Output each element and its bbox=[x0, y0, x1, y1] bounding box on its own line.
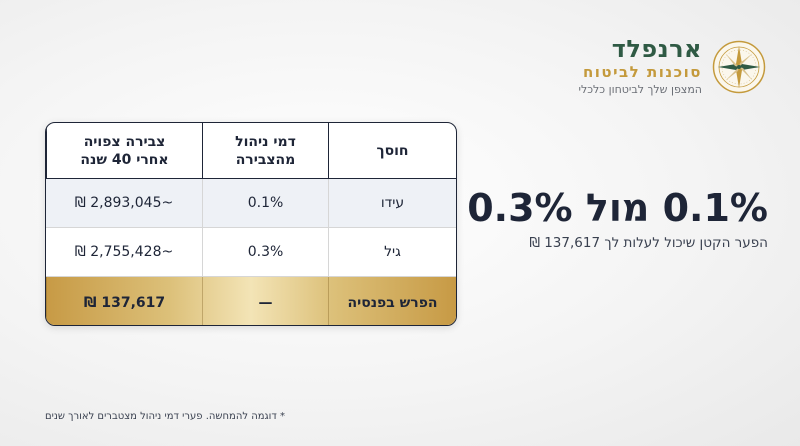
headline-subtitle: הפער הקטן שיכול לעלות לך 137,617 ₪ bbox=[529, 235, 768, 251]
table-row: עידו 0.1% ~2,893,045 ₪ bbox=[46, 179, 456, 228]
brand-tagline: המצפן שלך לביטחון כלכלי bbox=[578, 83, 702, 96]
cell-projected: ~2,755,428 ₪ bbox=[74, 244, 174, 260]
table-row: גיל 0.3% ~2,755,428 ₪ bbox=[46, 228, 456, 277]
cell-fees: 0.1% bbox=[202, 179, 328, 227]
cell-fees: 0.3% bbox=[202, 228, 328, 276]
table-total-row: הפרש בפנסיה — 137,617 ₪ bbox=[46, 277, 456, 325]
headline-block: 0.1% מול 0.3% הפער הקטן שיכול לעלות לך 1… bbox=[467, 185, 768, 251]
compass-icon bbox=[712, 40, 766, 94]
table-header-row: חוסך דמי ניהול מהצבירה צבירה צפויה אחרי 40… bbox=[46, 123, 456, 179]
header-fees-label: דמי ניהול מהצבירה bbox=[235, 133, 296, 168]
cell-saver: גיל bbox=[328, 228, 456, 276]
total-fees: — bbox=[202, 277, 328, 325]
comparison-table: חוסך דמי ניהול מהצבירה צבירה צפויה אחרי 40… bbox=[45, 122, 457, 326]
headline-title: 0.1% מול 0.3% bbox=[467, 186, 768, 230]
header-saver: חוסך bbox=[328, 123, 456, 178]
header-projected: צבירה צפויה אחרי 40 שנה bbox=[46, 123, 202, 178]
cell-projected: ~2,893,045 ₪ bbox=[74, 195, 174, 211]
footnote: * דוגמה להמחשה. פערי דמי ניהול מצטברים ל… bbox=[45, 411, 286, 422]
brand-name: ארנפלד bbox=[611, 35, 702, 63]
brand-subtitle: סוכנות לביטוח bbox=[582, 63, 702, 81]
total-value: 137,617 ₪ bbox=[46, 277, 202, 325]
brand-logo: ארנפלד סוכנות לביטוח המצפן שלך לביטחון כ… bbox=[579, 36, 766, 98]
brand-text: ארנפלד סוכנות לביטוח המצפן שלך לביטחון כ… bbox=[579, 36, 702, 98]
cell-saver: עידו bbox=[328, 179, 456, 227]
total-label: הפרש בפנסיה bbox=[328, 277, 456, 325]
header-projected-label: צבירה צפויה אחרי 40 שנה bbox=[80, 133, 169, 168]
header-fees: דמי ניהול מהצבירה bbox=[202, 123, 328, 178]
